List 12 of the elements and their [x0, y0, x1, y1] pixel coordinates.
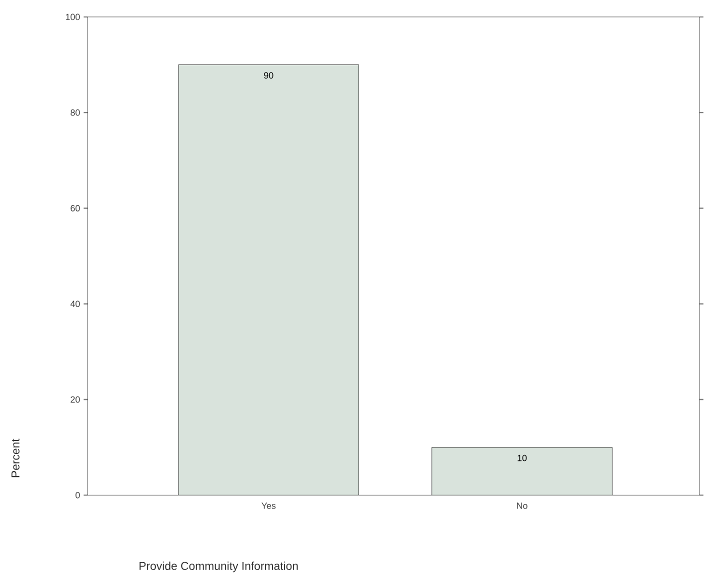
- y-tick-label: 20: [70, 396, 80, 403]
- data-label: 10: [518, 454, 527, 462]
- x-tick-label: No: [517, 502, 528, 509]
- data-label: 90: [264, 72, 274, 79]
- y-tick-label: 40: [70, 300, 80, 308]
- x-tick-label: Yes: [262, 502, 276, 509]
- y-tick-label: 0: [76, 492, 80, 498]
- y-tick-label: 80: [70, 109, 80, 116]
- y-tick-label: 100: [66, 14, 80, 20]
- y-axis-title: Percent: [12, 438, 20, 478]
- x-axis-title: Provide Community Information: [140, 562, 298, 572]
- y-tick-label: 60: [70, 205, 80, 212]
